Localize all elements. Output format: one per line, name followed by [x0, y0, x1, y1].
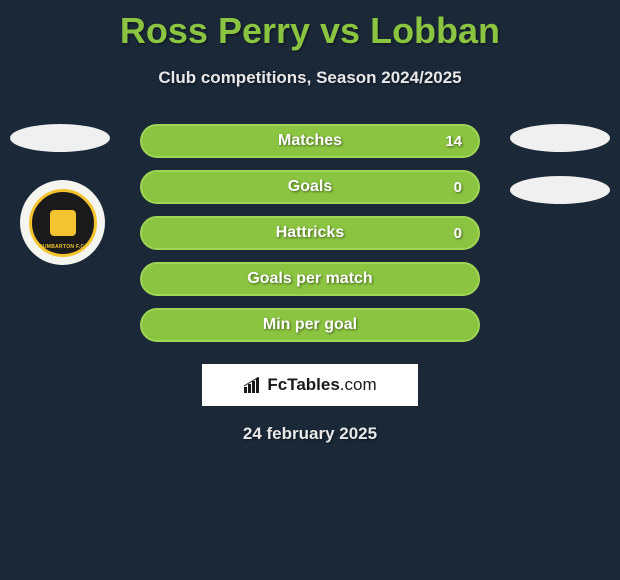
bars-icon: [243, 377, 263, 393]
club-badge-inner: DUMBARTON F.C.: [29, 189, 97, 257]
stat-label: Hattricks: [276, 224, 344, 242]
brand-name: FcTables.com: [267, 375, 376, 395]
stat-label: Goals per match: [247, 270, 372, 288]
stat-value: 0: [454, 225, 462, 242]
elephant-icon: [50, 210, 76, 236]
date: 24 february 2025: [0, 424, 620, 444]
brand-light: .com: [340, 375, 377, 394]
stat-label: Goals: [288, 178, 332, 196]
brand-box: FcTables.com: [202, 364, 418, 406]
stat-label: Matches: [278, 132, 342, 150]
subtitle: Club competitions, Season 2024/2025: [0, 68, 620, 88]
stat-row-min-per-goal: Min per goal: [140, 308, 480, 342]
stat-row-hattricks: Hattricks 0: [140, 216, 480, 250]
player-slot-left: [10, 124, 110, 152]
brand-bold: FcTables: [267, 375, 339, 394]
badge-text: DUMBARTON F.C.: [39, 244, 86, 250]
page-title: Ross Perry vs Lobban: [0, 0, 620, 52]
player-slot-right-1: [510, 124, 610, 152]
stat-label: Min per goal: [263, 316, 357, 334]
stat-row-goals: Goals 0: [140, 170, 480, 204]
player-slot-right-2: [510, 176, 610, 204]
stat-row-goals-per-match: Goals per match: [140, 262, 480, 296]
stat-value: 0: [454, 179, 462, 196]
stat-row-matches: Matches 14: [140, 124, 480, 158]
club-badge: DUMBARTON F.C.: [20, 180, 105, 265]
stat-value: 14: [445, 133, 462, 150]
